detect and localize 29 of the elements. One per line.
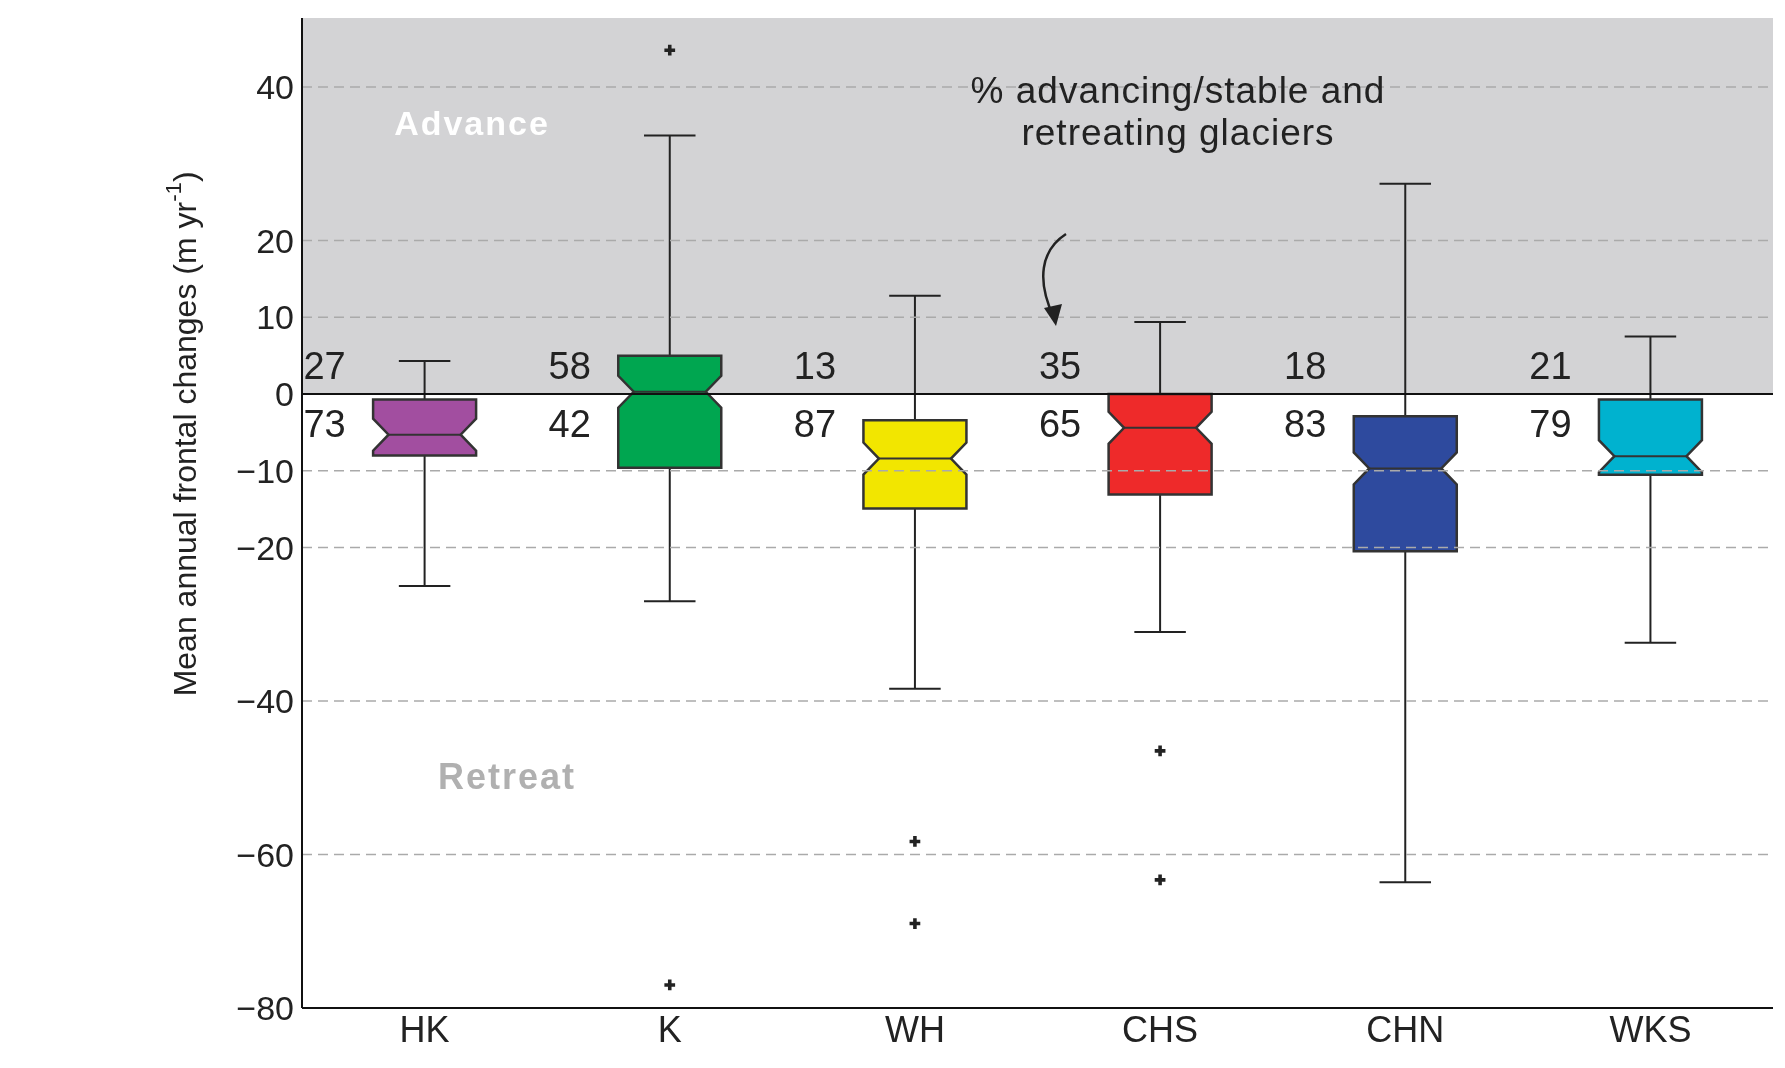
- y-tick-label: −20: [236, 528, 294, 567]
- annotation: 87: [793, 403, 837, 446]
- y-tick-label: −10: [236, 451, 294, 490]
- y-tick-label: −80: [236, 989, 294, 1028]
- y-tick-label: 10: [256, 298, 294, 337]
- annotation: 79: [1529, 403, 1572, 446]
- annotation: 42: [548, 403, 591, 446]
- annotation: 21: [1529, 345, 1572, 388]
- annotation: 13: [793, 345, 837, 388]
- annotation: 18: [1284, 345, 1327, 388]
- y-tick-label: 20: [256, 221, 294, 260]
- y-tick-label: −60: [236, 835, 294, 874]
- annotation: 35: [1038, 345, 1082, 388]
- x-tick-label: WH: [884, 1008, 945, 1050]
- y-tick-label: −40: [236, 682, 294, 721]
- x-tick-label: CHS: [1122, 1008, 1199, 1050]
- annotation: 83: [1284, 403, 1327, 446]
- x-tick-label: HK: [399, 1008, 450, 1050]
- x-tick-label: K: [657, 1008, 682, 1050]
- annotation: 65: [1038, 403, 1082, 446]
- annotation: 27: [303, 345, 346, 388]
- annotation: Retreat: [438, 756, 577, 798]
- y-tick-label: 0: [275, 375, 294, 414]
- y-tick-label: 40: [256, 68, 294, 107]
- x-tick-label: CHN: [1366, 1008, 1445, 1050]
- annotation: 58: [548, 345, 591, 388]
- annotation: 73: [303, 403, 346, 446]
- annotation: % advancing/stable and retreating glaciers: [969, 70, 1387, 154]
- x-tick-label: WKS: [1609, 1008, 1692, 1050]
